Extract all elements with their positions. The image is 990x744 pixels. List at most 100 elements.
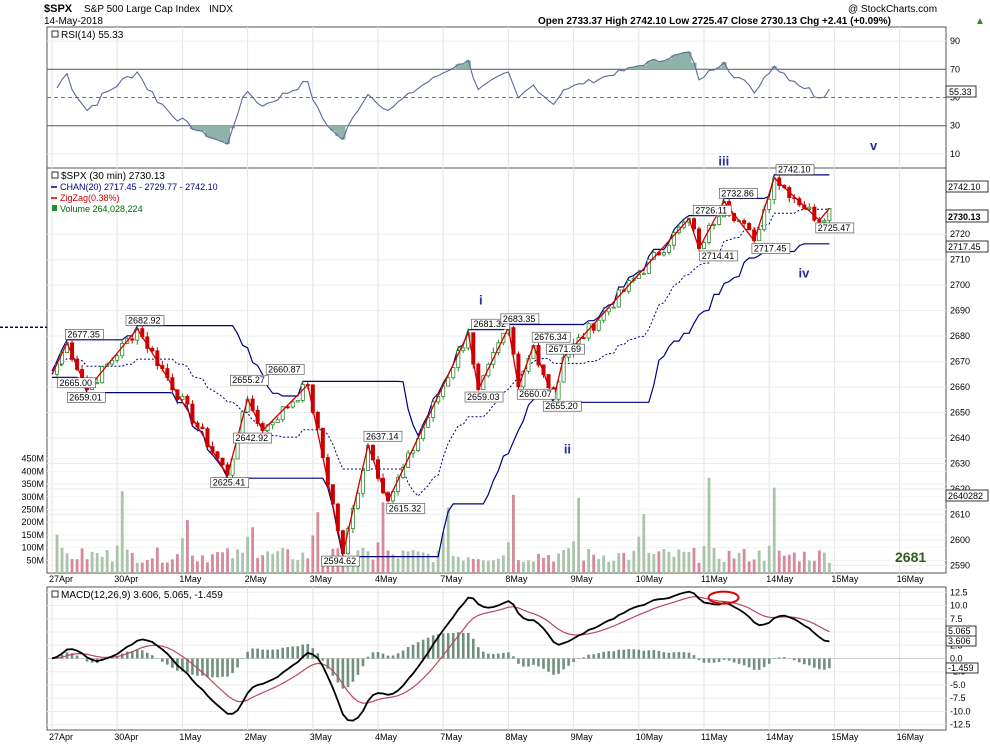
price-tick-label: 2600 (950, 535, 970, 545)
x-axis-label: 3May (310, 732, 333, 742)
candle-body (661, 252, 666, 256)
pivot-label-box (321, 555, 360, 567)
candle-body (75, 359, 80, 370)
x-axis-label: 11May (701, 574, 728, 584)
volume-bar (85, 559, 89, 573)
volume-bar (150, 558, 154, 573)
volume-bar (547, 555, 550, 573)
candle-body (355, 492, 360, 509)
price-tick-label: 2620 (950, 484, 970, 494)
pivot-label: 2659.03 (467, 392, 500, 402)
price-tick-label: 2690 (950, 306, 970, 316)
volume-bar (226, 548, 229, 573)
volume-bar (567, 548, 570, 573)
signal-tag: 5.065 (945, 625, 977, 637)
pivot-label: 2615.32 (389, 503, 422, 513)
volume-bar (772, 487, 776, 573)
candle-body (757, 229, 762, 242)
volume-bar (411, 550, 415, 573)
volume-bar (426, 553, 430, 573)
pivot-label-box (125, 315, 165, 326)
x-axis-label: 1May (179, 574, 202, 584)
volume-bar (782, 555, 786, 573)
volume-bar (622, 552, 626, 573)
x-axis-label: 8May (505, 732, 528, 742)
volume-bar (316, 512, 320, 573)
volume-bar (747, 561, 751, 573)
volume-bar (451, 556, 455, 573)
volume-bar (181, 538, 184, 573)
volume-bar (376, 542, 380, 573)
price-tick-label: 2660 (950, 382, 970, 392)
volume-bar (647, 552, 651, 573)
pivot-label: 2676.34 (534, 332, 567, 342)
x-axis-label: 2May (245, 574, 268, 584)
candle-body (712, 224, 717, 226)
pivot-label-box (363, 430, 403, 442)
volume-bar (281, 548, 285, 573)
histogram-tag-text: -1.459 (948, 663, 974, 673)
pivot-label-box (516, 388, 556, 400)
candle-body (822, 220, 827, 223)
volume-bar (822, 552, 826, 573)
pivot-label: 2714.41 (702, 251, 735, 261)
rsi-tick-label: 90 (950, 36, 960, 46)
volume-bar (652, 554, 656, 573)
pivot-label: 2659.01 (69, 392, 102, 402)
volume-bar (717, 558, 721, 573)
volume-bar (236, 549, 239, 573)
pivot-label: 2742.10 (778, 165, 811, 175)
volume-bar (65, 553, 69, 573)
volume-bar (456, 557, 460, 573)
volume-tick-label: 300M (21, 492, 44, 502)
volume-bar (160, 562, 164, 573)
close-tag: 2730.13 (945, 209, 989, 223)
wave-label: i (479, 292, 483, 307)
grid-lines: 27Apr 27Apr 30Apr 30Apr 1May 1May 2May 2May 3May… (21, 27, 971, 742)
volume-bar (491, 560, 495, 573)
volume-bar (592, 554, 596, 573)
price-tick-label: 2720 (950, 229, 970, 239)
volume-bar (597, 559, 601, 573)
volume-bar (401, 550, 405, 573)
pivot-label: 2725.47 (818, 223, 851, 233)
volume-bar (115, 545, 119, 573)
candle-body (691, 218, 696, 230)
volume-bar (165, 562, 169, 573)
x-axis-label: 7May (440, 732, 463, 742)
volume-bar (301, 552, 305, 573)
volume-bar (501, 555, 505, 573)
x-axis-label: 9May (571, 574, 594, 584)
volume-bar (95, 553, 99, 573)
high-tag: 2742.10 (945, 180, 989, 193)
candle-body (671, 232, 676, 246)
volume-bar (436, 550, 440, 573)
x-axis-label: 30Apr (114, 574, 138, 584)
volume-bar (476, 559, 480, 573)
volume-bar (702, 546, 706, 573)
rsi-legend: RSI(14) 55.33 (51, 30, 124, 41)
candle-body (235, 440, 240, 460)
pivot-label: 2637.14 (366, 431, 399, 441)
volume-bar (186, 520, 189, 573)
volume-bar (767, 545, 771, 573)
pivot-label: 2681.32 (474, 319, 507, 329)
candle-body (190, 403, 195, 424)
channel-mid-line (51, 208, 830, 497)
volume-bar (296, 560, 300, 573)
volume-tag-text: 2640282 (948, 491, 983, 501)
macd-tick-label: -10.0 (950, 706, 971, 716)
volume-bar (617, 553, 621, 573)
macd-tick-label: -7.5 (950, 693, 966, 703)
pivot-label-box (233, 432, 272, 444)
rsi-tick-label: 30 (950, 121, 960, 131)
wave-label: ii (564, 441, 571, 456)
volume-bar (90, 551, 94, 573)
candle-body (596, 319, 601, 331)
volume-bar (196, 561, 199, 573)
pivot-label-box (531, 331, 571, 343)
price-legend-box-icon (51, 171, 59, 179)
macd-series (51, 590, 831, 722)
x-axis-label: 14May (766, 574, 794, 584)
volume-bar (216, 552, 219, 573)
